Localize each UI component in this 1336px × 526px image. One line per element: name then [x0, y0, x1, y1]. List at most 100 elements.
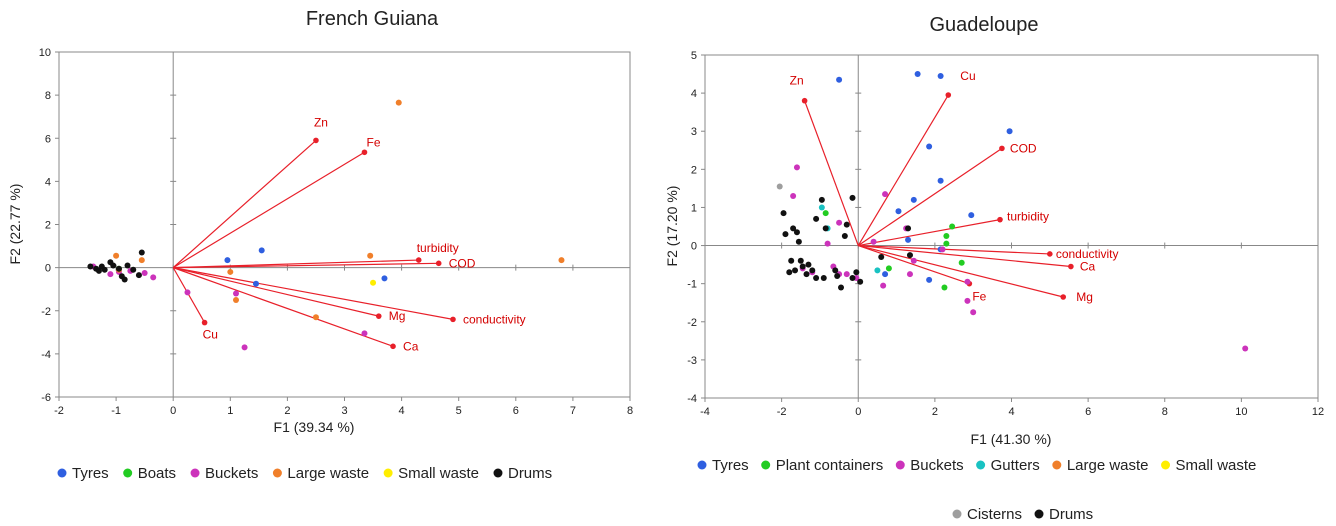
data-point: [906, 271, 913, 278]
data-point: [184, 289, 191, 296]
y-tick-label: 3: [691, 126, 697, 138]
data-point: [141, 270, 148, 277]
data-point: [906, 252, 913, 259]
data-point: [832, 267, 839, 274]
data-point: [558, 257, 565, 264]
data-point: [905, 225, 912, 232]
vector-line: [858, 244, 1071, 268]
data-point: [857, 278, 864, 285]
data-point: [361, 330, 368, 337]
vector-label: COD: [1010, 141, 1037, 155]
vector-label: turbidity: [1007, 210, 1049, 224]
legend-label: Buckets: [910, 457, 963, 474]
vector-label: Mg: [1076, 290, 1093, 304]
data-point: [792, 267, 799, 274]
vector-tip: [313, 137, 319, 144]
vector-label: Cu: [203, 328, 218, 342]
vector-label: COD: [449, 256, 476, 270]
vector-label: Ca: [403, 339, 419, 353]
data-point: [797, 257, 804, 264]
data-point: [367, 252, 374, 259]
vector-tip: [375, 313, 382, 319]
data-point: [780, 210, 787, 217]
legend-marker: [1052, 460, 1062, 470]
legend-label: Small waste: [1176, 457, 1257, 474]
vector-tip: [361, 149, 368, 156]
legend-marker: [272, 468, 282, 478]
data-point: [790, 225, 797, 232]
data-point: [805, 261, 812, 268]
vector-line: [172, 151, 365, 269]
vector-tip: [435, 260, 442, 267]
data-point: [224, 257, 231, 264]
data-point: [834, 273, 841, 280]
legend-label: Boats: [138, 465, 176, 482]
data-point: [786, 269, 793, 276]
data-point: [233, 296, 240, 303]
vector-tip: [997, 216, 1003, 223]
x-tick-label: -2: [54, 405, 64, 417]
x-tick-label: -2: [777, 406, 787, 418]
x-tick-label: 3: [341, 405, 347, 417]
data-point: [227, 268, 234, 275]
x-tick-label: 2: [284, 405, 290, 417]
data-point: [381, 275, 388, 282]
x-tick-label: 6: [513, 405, 519, 417]
x-tick-label: 7: [570, 405, 576, 417]
data-point: [849, 274, 856, 281]
x-tick-label: 12: [1312, 406, 1324, 418]
data-point: [813, 274, 820, 281]
vector-label: Mg: [389, 309, 406, 323]
vector-label: Cu: [960, 69, 975, 83]
data-point: [880, 282, 887, 289]
y-tick-label: 0: [691, 241, 697, 253]
vector-label: turbidity: [417, 241, 459, 255]
data-point: [968, 212, 975, 219]
chart-title: Guadeloupe: [930, 14, 1039, 36]
data-point: [95, 267, 102, 274]
y-tick-label: 4: [45, 176, 51, 188]
y-tick-label: -2: [687, 317, 697, 329]
legend-marker: [123, 468, 133, 478]
data-point: [233, 290, 240, 297]
data-point: [878, 253, 885, 260]
vector-label: conductivity: [463, 312, 526, 326]
vector-line: [172, 267, 206, 323]
data-point: [964, 278, 971, 285]
data-point: [949, 223, 956, 230]
y-tick-label: -3: [687, 355, 697, 367]
data-point: [87, 263, 94, 270]
data-point: [843, 271, 850, 278]
data-point: [843, 221, 850, 228]
data-point: [138, 249, 145, 256]
data-point: [795, 238, 802, 245]
legend-marker: [1034, 509, 1044, 519]
data-point: [818, 204, 825, 211]
data-point: [107, 271, 114, 278]
vector-line: [173, 262, 439, 269]
y-tick-label: 8: [45, 90, 51, 102]
data-point: [838, 284, 845, 291]
data-point: [121, 276, 128, 283]
vector-label: Zn: [314, 115, 328, 129]
x-tick-label: 8: [627, 405, 633, 417]
legend-marker: [952, 509, 962, 519]
y-axis-label: F2 (17.20 %): [664, 186, 680, 267]
vector-tip: [1047, 251, 1053, 257]
legend-label: Tyres: [72, 465, 109, 482]
data-point: [241, 344, 248, 351]
y-tick-label: 1: [691, 202, 697, 214]
x-axis-label: F1 (41.30 %): [971, 431, 1052, 447]
plot-frame: [704, 54, 1319, 399]
legend-marker: [493, 468, 503, 478]
data-point: [870, 238, 877, 245]
data-point: [943, 240, 950, 247]
x-tick-label: -4: [700, 406, 710, 418]
x-tick-label: 8: [1162, 406, 1168, 418]
legend-label: Large waste: [287, 465, 369, 482]
y-tick-label: -4: [41, 349, 51, 361]
data-point: [822, 225, 829, 232]
chart-2: Guadeloupe F1 (41.30 %) F2 (17.20 %) -4 -2 0 2…: [664, 14, 1324, 523]
x-tick-label: 10: [1235, 406, 1247, 418]
legend-label: Cisterns: [967, 506, 1022, 523]
